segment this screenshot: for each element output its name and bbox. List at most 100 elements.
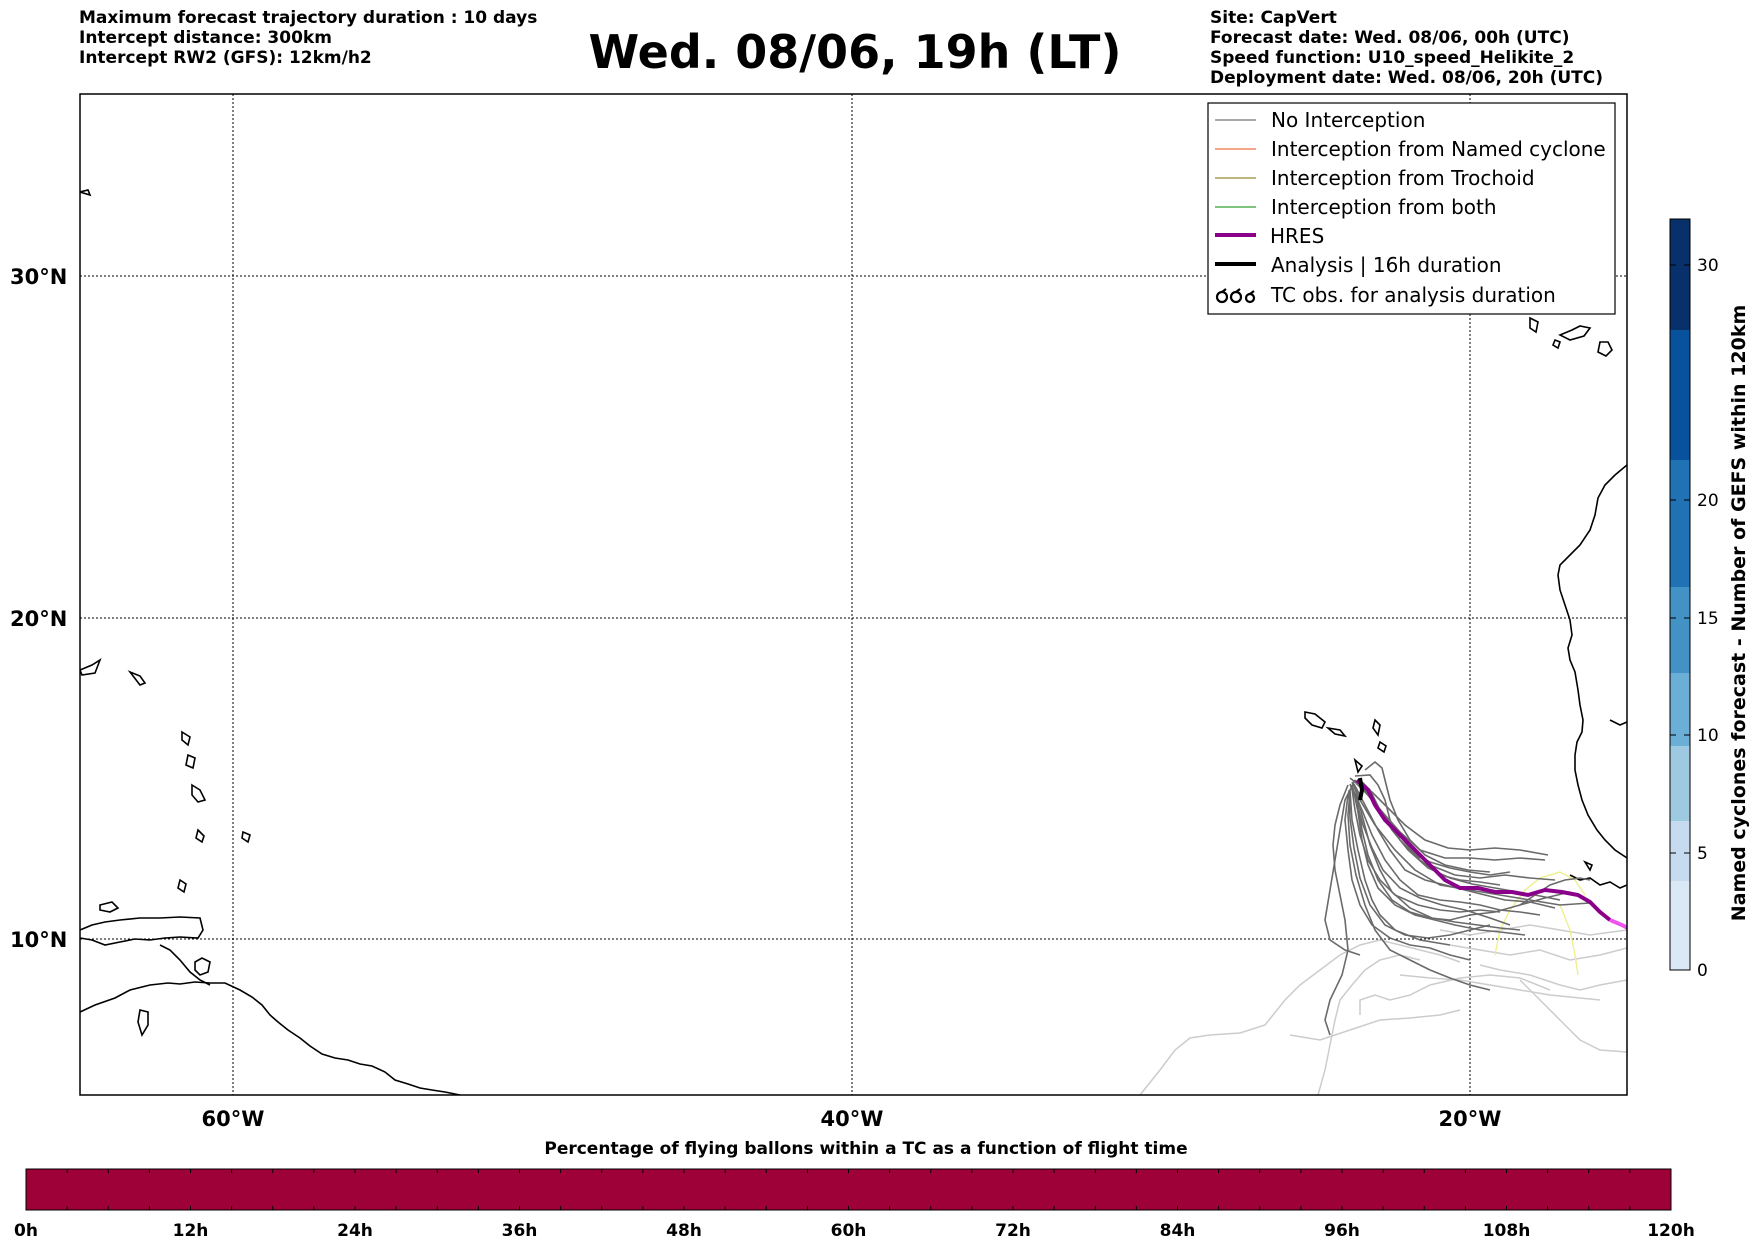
colorbar-bottom: Percentage of flying ballons within a TC…: [14, 1139, 1695, 1241]
la-gomera-island: [1552, 338, 1561, 350]
lon-label-60w: 60°W: [202, 1107, 265, 1131]
colorbar-tick-0: 0: [1697, 961, 1708, 981]
trajectory-light-3: [1289, 1009, 1461, 1041]
colorbar-right-title: Named cyclones forecast - Number of GEFS…: [1728, 305, 1750, 922]
trajectories-light: [1139, 924, 1627, 1095]
sal-island: [1372, 718, 1381, 737]
trajectory-dark-3: [1324, 784, 1349, 1036]
colorbar-bottom-bar: [25, 1168, 1672, 1211]
gambia-river: [1609, 719, 1627, 726]
virgin-islands: [127, 670, 147, 686]
hres-trajectory-extended: [1609, 918, 1627, 930]
colorbar-bottom-tick-label: 84h: [1160, 1221, 1196, 1241]
colorbar-segment-2: [1670, 821, 1690, 881]
intercept-rw2: Intercept RW2 (GFS): 12km/h2: [79, 48, 372, 68]
colorbar-bottom-tick-label: 36h: [502, 1221, 538, 1241]
trajectory-dark-11: [1352, 787, 1526, 936]
sao-nicolau-island: [1353, 757, 1364, 774]
site-label: Site: CapVert: [1210, 8, 1337, 28]
trajectory-dark-8: [1347, 791, 1491, 991]
legend-label-both: Interception from both: [1271, 195, 1497, 219]
hres-trajectory: [1355, 778, 1612, 922]
north-venezuela-coast: [80, 916, 204, 946]
legend-label-hres: HRES: [1270, 224, 1324, 248]
gran-canaria-island: [1597, 341, 1613, 357]
colorbar-right: 0 5 10 15 20 30 Named cyclones forecast …: [1669, 218, 1750, 981]
paria-coast: [159, 944, 211, 986]
colorbar-bottom-title: Percentage of flying ballons within a TC…: [544, 1139, 1187, 1159]
trajectory-light-7: [1519, 979, 1627, 1053]
boa-vista-island: [1377, 740, 1387, 754]
trajectory-light-1: [1139, 939, 1461, 1095]
lon-label-40w: 40°W: [821, 1107, 884, 1131]
trajectory-dark-22: [1519, 877, 1591, 906]
colorbar-segment-8: [1670, 219, 1690, 330]
colorbar-segment-5: [1670, 587, 1690, 673]
tenerife-island: [1558, 325, 1592, 341]
colorbar-right-frame: [1669, 218, 1691, 971]
map-frame: [79, 93, 1628, 1096]
colorbar-bottom-ticks: [66, 1169, 1631, 1210]
st-lucia-island: [195, 828, 205, 844]
deployment-date: Deployment date: Wed. 08/06, 20h (UTC): [1210, 68, 1604, 88]
trajectory-dark-17: [1356, 781, 1549, 856]
page-title: Wed. 08/06, 19h (LT): [588, 25, 1122, 79]
colorbar-right-ticks: [1670, 264, 1690, 971]
guyana-island: [137, 1009, 149, 1037]
trochoid-path-2: [1559, 904, 1579, 976]
colorbar-bottom-tick-label: 72h: [995, 1221, 1031, 1241]
trajectory-light-4: [1359, 974, 1551, 1015]
coastline-americas: [80, 189, 461, 1095]
santo-antao-island: [1304, 711, 1327, 729]
legend-label-named-cyclone: Interception from Named cyclone: [1271, 137, 1606, 161]
colorbar-bottom-tick-label: 48h: [666, 1221, 702, 1241]
trajectory-dark-6: [1354, 774, 1511, 876]
legend: No Interception Interception from Named …: [1207, 102, 1616, 315]
colorbar-tick-15: 15: [1697, 609, 1719, 629]
colorbar-segment-4: [1670, 673, 1690, 746]
header-left-info: Maximum forecast trajectory duration : 1…: [79, 8, 537, 68]
colorbar-tick-30: 30: [1697, 256, 1719, 276]
colorbar-segment-6: [1670, 460, 1690, 587]
analysis-trajectory: [1358, 777, 1365, 801]
legend-label-no-interception: No Interception: [1271, 108, 1425, 132]
trinidad-island: [194, 957, 211, 976]
colorbar-bottom-tick-label: 120h: [1647, 1221, 1695, 1241]
trajectory-dark-1: [1324, 779, 1361, 956]
lon-label-20w: 20°W: [1439, 1107, 1502, 1131]
legend-label-tc-obs: TC obs. for analysis duration: [1270, 283, 1556, 307]
trajectory-light-6: [1479, 964, 1627, 991]
legend-box: [1207, 102, 1616, 315]
trajectory-dark-7: [1351, 785, 1571, 921]
tc-obs-symbol-icon: [1215, 288, 1256, 304]
colorbar-bottom-tick-label: 60h: [831, 1221, 867, 1241]
colorbar-bottom-tick-label: 96h: [1324, 1221, 1360, 1241]
curacao-island: [99, 901, 120, 913]
coastline-africa: [1304, 316, 1627, 889]
la-palma-island: [1529, 316, 1539, 334]
max-trajectory-duration: Maximum forecast trajectory duration : 1…: [79, 8, 538, 28]
lat-label-30n: 30°N: [10, 265, 67, 289]
speed-function: Speed function: U10_speed_Helikite_2: [1210, 48, 1575, 68]
trajectory-light-8: [1449, 944, 1627, 961]
guadeloupe-island: [181, 730, 191, 747]
trajectory-dark-16: [1348, 789, 1491, 939]
colorbar-tick-20: 20: [1697, 491, 1719, 511]
bermuda-island: [80, 189, 92, 197]
guinea-bissau-coast: [1569, 874, 1627, 889]
puerto-rico-east: [80, 658, 102, 676]
lat-label-10n: 10°N: [10, 928, 67, 952]
forecast-date: Forecast date: Wed. 08/06, 00h (UTC): [1210, 28, 1570, 48]
grenada-island: [177, 878, 187, 894]
colorbar-segment-7: [1670, 330, 1690, 460]
colorbar-segment-3: [1670, 746, 1690, 821]
africa-west-coast: [1557, 464, 1627, 859]
bijagos-islands: [1582, 860, 1594, 872]
trajectory-dark-20: [1354, 787, 1521, 931]
header-right-info: Site: CapVert Forecast date: Wed. 08/06,…: [1210, 8, 1603, 88]
martinique-island: [191, 783, 207, 803]
barbados-island: [241, 830, 251, 844]
trajectory-dark-9: [1344, 794, 1471, 961]
colorbar-tick-10: 10: [1697, 726, 1719, 746]
